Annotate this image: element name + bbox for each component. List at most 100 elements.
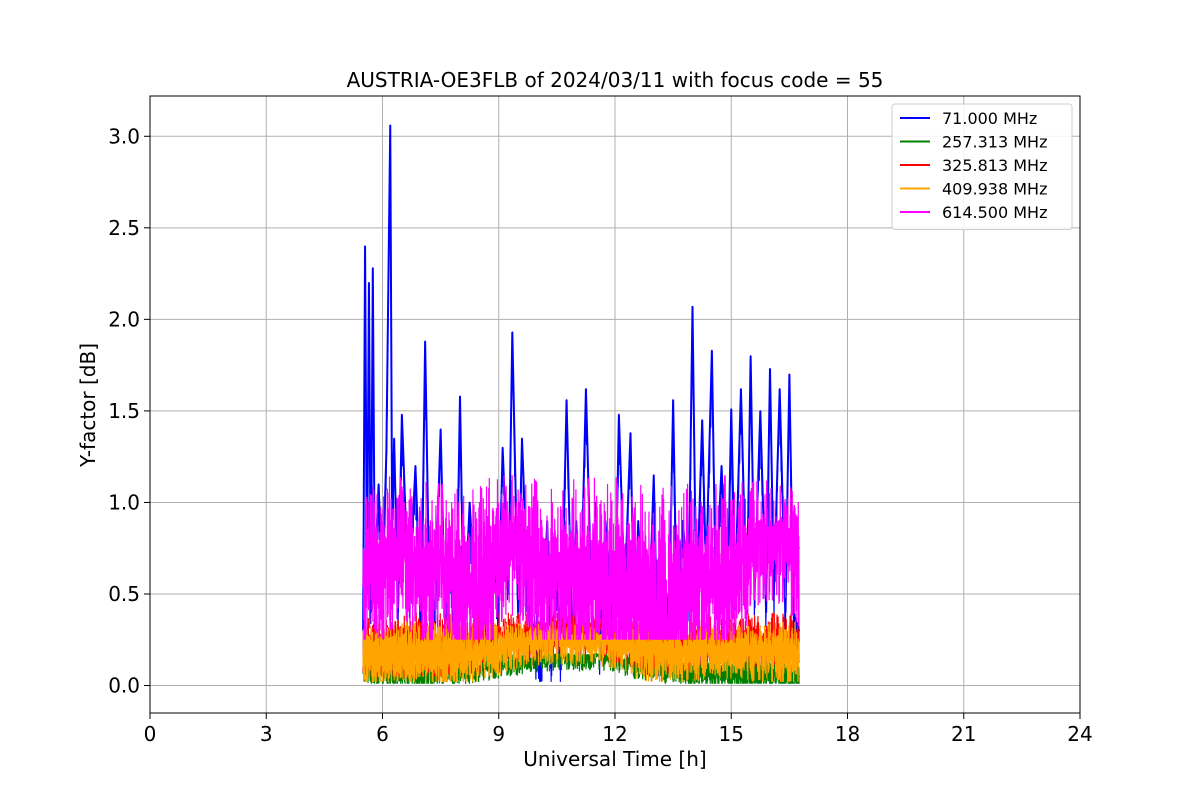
data-point: [778, 519, 781, 522]
data-point: [364, 245, 366, 247]
x-axis: 0 3 6 9 12 15 18 21 24: [144, 713, 1093, 746]
data-point: [517, 638, 519, 641]
legend-entry: 257.313 MHz: [942, 133, 1047, 152]
data-point: [546, 574, 548, 577]
y-tick-label: 2.5: [108, 216, 140, 240]
data-point: [701, 419, 703, 421]
data-point: [769, 675, 771, 678]
data-point: [720, 584, 723, 586]
legend-entry: 614.500 MHz: [942, 203, 1047, 222]
data-point: [711, 574, 713, 577]
legend-entry: 325.813 MHz: [942, 156, 1047, 175]
data-point: [393, 437, 395, 440]
x-tick-label: 24: [1067, 722, 1092, 746]
data-point: [740, 556, 742, 559]
data-point: [488, 584, 490, 586]
data-point: [749, 651, 752, 654]
data-point: [769, 529, 771, 531]
data-point: [765, 611, 767, 614]
data-point: [420, 655, 423, 658]
x-axis-label: Universal Time [h]: [523, 747, 706, 771]
x-tick-label: 12: [602, 722, 627, 746]
data-point: [501, 446, 504, 449]
data-point: [377, 483, 380, 485]
data-point: [749, 675, 752, 678]
data-point: [740, 388, 742, 390]
data-point: [604, 593, 607, 595]
data-point: [420, 565, 423, 568]
data-point: [720, 465, 723, 467]
data-point: [594, 574, 597, 577]
data-point: [511, 331, 514, 333]
data-point: [629, 432, 632, 434]
data-point: [730, 408, 733, 410]
data-point: [711, 648, 713, 650]
data-point: [459, 395, 461, 398]
data-point: [370, 611, 372, 614]
data-point: [424, 340, 426, 343]
data-point: [430, 574, 432, 577]
data-point: [362, 584, 364, 586]
y-tick-label: 1.0: [108, 490, 140, 514]
data-point: [643, 602, 645, 604]
data-point: [401, 413, 403, 416]
data-point: [633, 648, 636, 650]
data-point: [439, 428, 442, 431]
x-tick-label: 3: [260, 722, 273, 746]
data-point: [652, 611, 655, 614]
y-axis: 0.0 0.5 1.0 1.5 2.0 2.5 3.0: [108, 124, 150, 698]
data-point: [381, 659, 384, 661]
data-point: [749, 538, 752, 540]
data-point: [556, 565, 558, 568]
y-tick-label: 0.0: [108, 674, 140, 698]
x-tick-label: 0: [144, 722, 157, 746]
data-point: [798, 655, 800, 658]
series-layer: [362, 124, 801, 684]
data-point: [691, 305, 694, 308]
data-point: [372, 267, 374, 269]
data-point: [585, 388, 587, 390]
data-point: [749, 355, 752, 357]
data-point: [691, 593, 694, 595]
data-point: [478, 602, 481, 604]
data-point: [401, 529, 403, 531]
data-point: [414, 465, 417, 467]
data-point: [368, 281, 370, 284]
data-point: [730, 574, 733, 577]
data-point: [468, 602, 471, 604]
data-point: [517, 538, 519, 540]
chart-title: AUSTRIA-OE3FLB of 2024/03/11 with focus …: [347, 68, 884, 92]
data-point: [527, 556, 529, 559]
data-point: [507, 529, 510, 531]
data-point: [459, 655, 461, 658]
data-point: [397, 611, 399, 614]
legend-entry: 409.938 MHz: [942, 180, 1047, 199]
data-point: [652, 474, 655, 476]
data-point: [618, 413, 620, 416]
data-point: [788, 655, 791, 658]
data-point: [389, 124, 392, 127]
data-point: [633, 611, 636, 614]
y-axis-label: Y-factor [dB]: [76, 343, 100, 468]
data-point: [769, 368, 771, 370]
data-point: [784, 611, 787, 614]
data-point: [682, 611, 684, 614]
series-line: [362, 519, 800, 623]
data-point: [637, 519, 640, 522]
y-tick-label: 1.5: [108, 399, 140, 423]
data-point: [517, 611, 519, 614]
data-point: [788, 373, 791, 376]
data-point: [478, 651, 481, 654]
data-point: [449, 574, 452, 577]
series-noise-line: [362, 621, 800, 682]
data-point: [381, 574, 384, 577]
data-point: [497, 547, 500, 550]
data-point: [652, 651, 655, 654]
data-point: [459, 593, 461, 595]
data-point: [798, 547, 800, 550]
data-point: [372, 556, 374, 559]
data-point: [385, 450, 388, 452]
x-tick-label: 9: [492, 722, 505, 746]
x-tick-label: 21: [951, 722, 976, 746]
data-point: [614, 602, 616, 604]
